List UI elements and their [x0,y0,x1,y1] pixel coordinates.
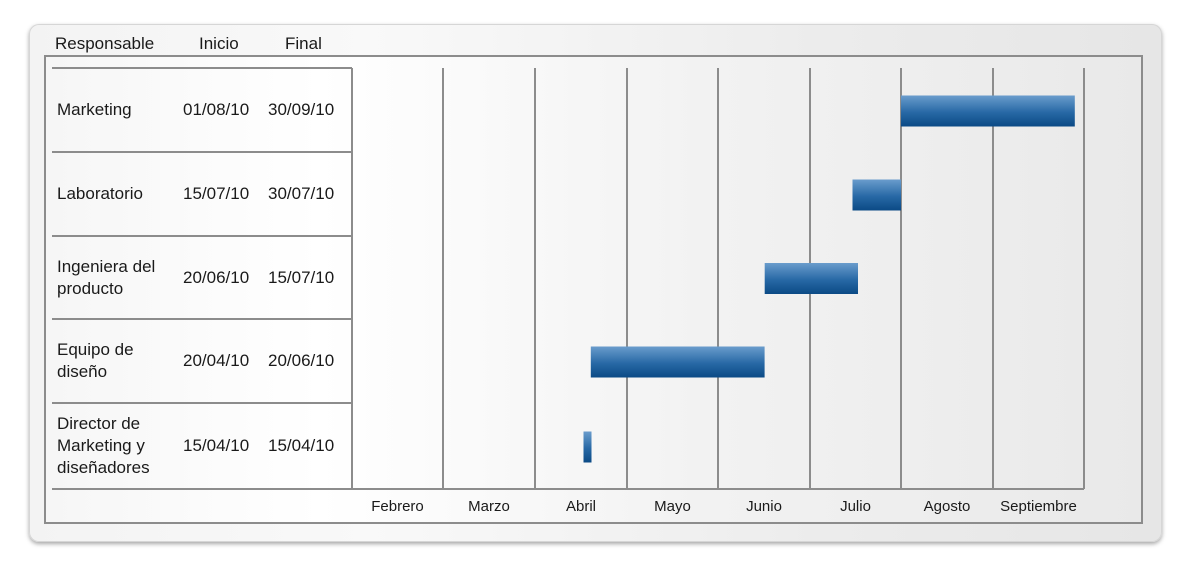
task-responsable-line: producto [57,278,124,298]
task-responsable-line: Marketing [57,100,132,119]
task-end-date: 30/07/10 [268,184,335,203]
task-responsable: Ingeniera del producto [57,256,175,300]
task-start-date: 01/08/10 [183,100,250,119]
month-label: Junio [746,498,782,515]
task-end-date: 20/06/10 [268,351,335,370]
task-bars [583,95,1075,463]
task-responsable-line: Ingeniera del [57,256,156,276]
task-start-date: 15/07/10 [183,184,250,203]
task-responsable-line: Director de [57,414,141,433]
task-responsable-line: Marketing y [57,436,145,455]
task-responsable-line: diseñadores [57,458,150,477]
row-divider [52,67,352,69]
task-responsable-line: diseño [57,362,108,381]
task-responsable: Laboratorio [57,183,175,205]
task-end-date: 30/09/10 [268,100,335,119]
month-gridlines [351,68,1085,490]
row-divider [52,402,352,404]
row-divider [52,488,352,490]
task-bar [901,95,1075,127]
row-divider [52,151,352,153]
task-responsable: Director de Marketing y diseñadores [57,413,175,479]
task-start-date: 20/06/10 [183,267,250,287]
task-start-date: 15/04/10 [183,436,250,455]
month-label: Mayo [654,498,691,515]
task-end-date: 15/04/10 [268,436,335,455]
gantt-frame [44,55,1143,524]
task-end-date: 15/07/10 [268,267,335,287]
task-responsable-line: Equipo de [57,340,134,359]
month-label: Agosto [924,498,971,515]
row-divider [52,235,352,237]
header-inicio: Inicio [199,34,239,53]
month-label: Septiembre [1000,498,1077,515]
task-responsable-line: Laboratorio [57,184,144,203]
task-bar [583,431,592,463]
month-label: Marzo [468,498,510,515]
task-start-date: 20/04/10 [183,351,250,370]
header-final: Final [285,34,322,53]
header-responsable: Responsable [55,34,155,53]
task-bar [590,346,765,378]
task-responsable: Equipo de diseño [57,339,175,383]
task-bar [852,179,901,211]
month-label: Julio [840,498,871,515]
row-divider [52,318,352,320]
task-responsable: Marketing [57,99,175,121]
month-label: Febrero [371,498,424,515]
month-label: Abril [566,498,596,515]
month-labels: Febrero Marzo Abril Mayo Junio Julio Agosto Sep… [371,498,1077,515]
task-bar [764,263,858,294]
